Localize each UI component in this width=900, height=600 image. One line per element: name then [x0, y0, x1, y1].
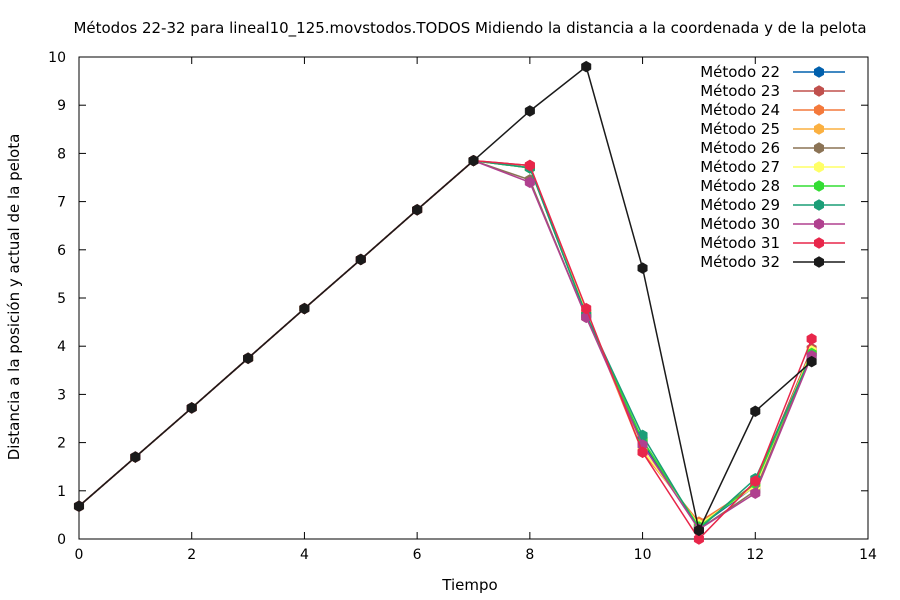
- data-point-m-todo-32: [299, 302, 310, 315]
- legend-entry-m-todo-28: Método 28: [700, 177, 845, 195]
- y-tick-label: 3: [57, 387, 66, 403]
- y-tick-label: 9: [57, 98, 66, 114]
- legend-entry-m-todo-31: Método 31: [700, 234, 845, 252]
- legend-entry-m-todo-22: Método 22: [700, 63, 845, 81]
- legend-marker: [813, 218, 825, 230]
- data-point-m-todo-32: [750, 405, 761, 418]
- y-tick-label: 2: [57, 436, 66, 452]
- y-tick-label: 0: [57, 532, 66, 548]
- data-point-m-todo-30: [750, 487, 761, 499]
- data-point-m-todo-31: [637, 446, 648, 459]
- series-line-m-todo-32: [78, 65, 813, 533]
- data-point-m-todo-31: [581, 302, 592, 315]
- legend-entry-m-todo-27: Método 27: [700, 158, 845, 176]
- legend-marker: [813, 142, 825, 154]
- data-point-m-todo-32: [355, 253, 366, 266]
- chart-title: Métodos 22-32 para lineal10_125.movstodo…: [73, 19, 866, 38]
- y-tick-label: 10: [48, 50, 66, 66]
- data-point-m-todo-32: [693, 524, 704, 537]
- legend-marker: [813, 123, 825, 135]
- legend-label: Método 30: [700, 215, 780, 233]
- legend-entry-m-todo-24: Método 24: [700, 101, 845, 119]
- data-point-m-todo-32: [581, 60, 592, 73]
- legend-marker: [813, 85, 825, 97]
- x-tick-label: 4: [300, 547, 309, 563]
- legend-entry-m-todo-23: Método 23: [700, 82, 845, 100]
- x-tick-label: 12: [746, 547, 764, 563]
- legend-label: Método 31: [700, 234, 780, 252]
- data-point-m-todo-32: [243, 352, 254, 365]
- legend-marker: [813, 256, 825, 268]
- legend-label: Método 23: [700, 82, 780, 100]
- legend-label: Método 24: [700, 101, 780, 119]
- data-point-m-todo-32: [130, 451, 141, 463]
- data-point-m-todo-31: [750, 475, 761, 487]
- legend-label: Método 32: [700, 253, 780, 271]
- y-tick-label: 4: [57, 339, 66, 355]
- y-tick-label: 8: [57, 146, 66, 162]
- legend-label: Método 27: [700, 158, 780, 176]
- legend-label: Método 26: [700, 139, 780, 157]
- legend-entry-m-todo-30: Método 30: [700, 215, 845, 233]
- x-tick-label: 14: [859, 547, 877, 563]
- legend-marker: [813, 180, 825, 192]
- legend-marker: [813, 161, 825, 173]
- legend-entry-m-todo-29: Método 29: [700, 196, 845, 214]
- data-point-m-todo-32: [73, 500, 85, 513]
- x-tick-label: 10: [634, 547, 652, 563]
- legend-entry-m-todo-25: Método 25: [700, 120, 845, 138]
- data-point-m-todo-31: [524, 159, 535, 172]
- y-tick-label: 6: [57, 243, 66, 259]
- legend-label: Método 29: [700, 196, 780, 214]
- y-tick-label: 5: [57, 291, 66, 307]
- legend-marker: [813, 66, 825, 78]
- x-tick-label: 0: [75, 547, 84, 563]
- x-tick-label: 6: [413, 547, 422, 563]
- y-tick-label: 1: [57, 484, 66, 500]
- data-point-m-todo-30: [524, 176, 535, 189]
- y-axis-label: Distancia a la posición y actual de la p…: [5, 134, 23, 461]
- x-tick-label: 2: [187, 547, 196, 563]
- data-point-m-todo-32: [806, 355, 817, 368]
- legend-entry-m-todo-26: Método 26: [700, 139, 845, 157]
- series-m-todo-32: [73, 60, 817, 537]
- data-point-m-todo-31: [806, 333, 817, 345]
- legend-label: Método 28: [700, 177, 780, 195]
- x-axis-label: Tiempo: [441, 576, 497, 594]
- data-point-m-todo-32: [412, 204, 423, 216]
- data-point-m-todo-32: [186, 402, 197, 414]
- x-tick-label: 8: [525, 547, 534, 563]
- legend-marker: [813, 237, 825, 249]
- y-tick-label: 7: [57, 195, 66, 211]
- legend-marker: [813, 104, 825, 116]
- data-point-m-todo-32: [524, 105, 535, 117]
- data-point-m-todo-32: [637, 262, 648, 274]
- data-point-m-todo-32: [468, 154, 479, 167]
- legend-marker: [813, 199, 825, 211]
- series-layer: [73, 60, 817, 545]
- data-point-m-todo-31: [693, 533, 704, 545]
- legend-label: Método 22: [700, 63, 780, 81]
- legend-entry-m-todo-32: Método 32: [700, 253, 845, 271]
- legend-label: Método 25: [700, 120, 780, 138]
